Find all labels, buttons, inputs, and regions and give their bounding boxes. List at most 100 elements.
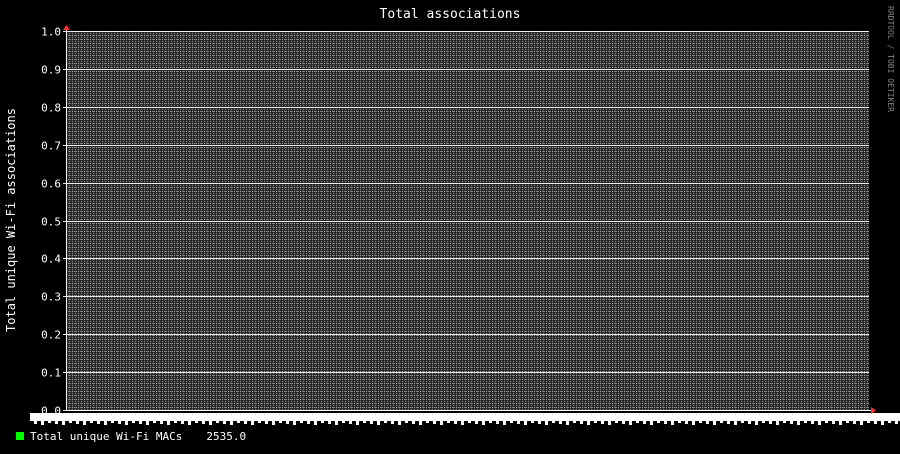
x-tick-label-glyph [671,416,674,425]
x-tick-label-glyph [573,414,576,423]
x-tick-label-glyph [797,416,800,425]
x-tick-label-glyph [685,415,688,424]
x-tick-label-glyph [202,415,205,424]
x-tick-label-glyph [790,415,793,424]
x-tick-label-glyph [55,415,58,424]
x-tick-label-glyph [692,416,695,425]
x-tick-label-glyph [412,415,415,424]
x-tick-label-glyph [496,415,499,424]
chart-title: Total associations [380,7,521,22]
x-tick-label-glyph [888,414,891,423]
x-axis-arrow-icon [871,407,876,414]
x-tick-label-glyph [132,414,135,423]
x-tick-label-band [30,413,900,421]
x-tick-label-glyph [839,416,842,425]
x-tick-label-glyph [244,415,247,424]
y-tick-label: 0.8 [41,102,61,115]
x-tick-label-glyph [762,414,765,423]
x-tick-label-glyph [559,415,562,424]
x-tick-label-glyph [377,416,380,425]
x-tick-label-glyph [209,416,212,425]
x-tick-label-glyph [328,415,331,424]
x-tick-label-glyph [167,416,170,425]
x-tick-label-glyph [531,414,534,423]
watermark-text: RRDTOOL / TOBI OETIKER [886,6,895,112]
x-tick-label-glyph [195,414,198,423]
x-tick-label-glyph [608,416,611,425]
x-tick-label-glyph [363,414,366,423]
x-tick-label-glyph [398,416,401,425]
x-tick-label-glyph [713,416,716,425]
y-tick-label: 0.2 [41,329,61,342]
x-tick-label-glyph [307,415,310,424]
x-tick-label-glyph [223,415,226,424]
x-tick-label-glyph [216,414,219,423]
x-tick-label-glyph [461,416,464,425]
x-tick-label-glyph [657,414,660,423]
x-tick-label-glyph [440,416,443,425]
x-tick-label-glyph [664,415,667,424]
y-axis-arrow-icon [63,25,70,30]
x-tick-label-glyph [503,416,506,425]
x-tick-label-glyph [111,414,114,423]
x-tick-label-glyph [811,415,814,424]
x-tick-label-glyph [160,415,163,424]
x-tick-label-glyph [125,416,128,425]
x-tick-label-glyph [636,414,639,423]
plot-canvas [66,31,869,410]
x-tick-label-glyph [293,416,296,425]
x-tick-label-glyph [279,414,282,423]
x-tick-label-glyph [587,416,590,425]
x-tick-label-glyph [475,415,478,424]
x-tick-label-glyph [545,416,548,425]
x-tick-label-glyph [867,414,870,423]
x-tick-label-glyph [853,415,856,424]
x-tick-label-glyph [83,416,86,425]
x-tick-label-glyph [748,415,751,424]
y-tick-label: 0.5 [41,216,61,229]
x-tick-label-glyph [335,416,338,425]
x-tick-label-glyph [426,414,429,423]
x-tick-label-glyph [755,416,758,425]
x-tick-label-glyph [825,414,828,423]
x-tick-label-glyph [524,416,527,425]
x-tick-label-glyph [643,415,646,424]
x-tick-label-glyph [76,415,79,424]
x-tick-label-glyph [62,416,65,425]
x-tick-label-glyph [699,414,702,423]
x-tick-label-glyph [720,414,723,423]
x-tick-label-glyph [370,415,373,424]
x-tick-label-glyph [538,415,541,424]
x-tick-label-glyph [846,414,849,423]
x-tick-label-glyph [146,416,149,425]
x-tick-label-glyph [433,415,436,424]
y-tick-label: 1.0 [41,26,61,39]
x-tick-label-glyph [419,416,422,425]
x-tick-label-glyph [104,416,107,425]
x-tick-label-glyph [314,416,317,425]
x-tick-label-glyph [391,415,394,424]
plot-area: 0.00.10.20.30.40.50.60.70.80.91.0 [30,25,900,425]
x-tick-label-glyph [517,415,520,424]
x-tick-label-glyph [349,415,352,424]
y-tick-label: 0.6 [41,178,61,191]
x-tick-label-glyph [300,414,303,423]
x-tick-label-glyph [405,414,408,423]
x-tick-label-glyph [258,414,261,423]
y-axis-label: Total unique Wi-Fi associations [4,108,18,332]
x-tick-label-glyph [188,416,191,425]
x-tick-label-glyph [356,416,359,425]
x-tick-label-glyph [153,414,156,423]
x-tick-label-glyph [230,416,233,425]
x-tick-label-glyph [251,416,254,425]
x-tick-label-glyph [97,415,100,424]
x-tick-label-glyph [552,414,555,423]
x-tick-label-glyph [629,416,632,425]
y-tick-label: 0.7 [41,140,61,153]
x-tick-label-glyph [447,414,450,423]
legend: Total unique Wi-Fi MACs 2535.0 [16,429,246,443]
x-tick-label-glyph [580,415,583,424]
x-tick-label-glyph [804,414,807,423]
x-tick-label-glyph [34,415,37,424]
x-tick-label-glyph [741,414,744,423]
